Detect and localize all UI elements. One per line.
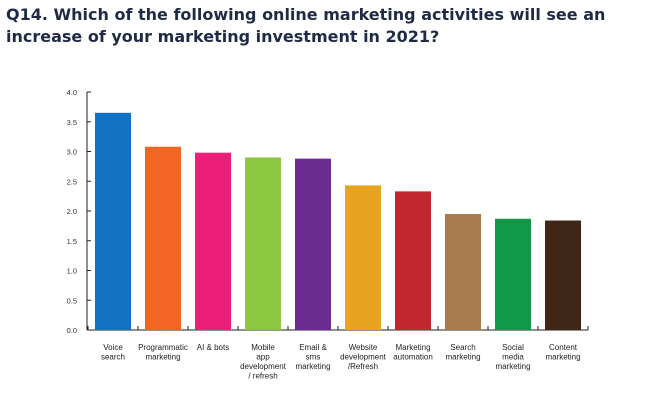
category-label: Programmatic marketing <box>138 343 188 362</box>
category-label-line: Website <box>349 343 378 352</box>
bar <box>445 213 481 330</box>
y-tick-label: 2.0 <box>67 207 77 216</box>
bar <box>545 220 581 330</box>
bar <box>295 158 331 330</box>
category-label: AI & bots <box>197 343 229 352</box>
category-label-line: marketing <box>295 362 330 371</box>
category-label-line: Mobile <box>251 343 275 352</box>
category-label-line: AI & bots <box>197 343 229 352</box>
bar <box>495 218 531 330</box>
y-tick-label: 1.0 <box>67 267 77 276</box>
category-label: Website development/Refresh <box>340 343 387 371</box>
y-tick-label: 3.5 <box>67 118 77 127</box>
category-label-line: / refresh <box>248 372 277 381</box>
category-label-line: development <box>240 362 287 371</box>
category-label: Voice search <box>101 343 125 362</box>
category-label-line: Search <box>450 343 475 352</box>
y-tick-label: 1.5 <box>67 237 77 246</box>
category-label: Search marketing <box>445 343 480 362</box>
category-label: Social media marketing <box>495 343 530 371</box>
category-label-line: automation <box>393 353 433 362</box>
category-label-line: Social <box>502 343 524 352</box>
category-label-line: marketing <box>145 353 180 362</box>
y-tick-label: 2.5 <box>67 177 77 186</box>
category-label: Email & sms marketing <box>295 343 330 371</box>
category-label-line: Marketing <box>395 343 430 352</box>
category-label-line: marketing <box>545 353 580 362</box>
bar <box>95 112 131 330</box>
bar <box>145 146 181 330</box>
category-label-line: Content <box>549 343 578 352</box>
y-tick-label: 4.0 <box>67 88 77 97</box>
category-label: Mobile app development / refresh <box>240 343 287 381</box>
category-label-line: app <box>256 353 270 362</box>
bar <box>345 185 381 330</box>
y-tick-label: 0.5 <box>67 296 77 305</box>
category-label-line: development <box>340 353 387 362</box>
category-label: Marketing automation <box>393 343 433 362</box>
category-label: Content marketing <box>545 343 580 362</box>
bar <box>245 157 281 330</box>
category-label-line: marketing <box>445 353 480 362</box>
category-label-line: Voice <box>103 343 123 352</box>
category-label-line: sms <box>306 353 321 362</box>
category-label-line: search <box>101 353 125 362</box>
chart-bars <box>95 112 581 330</box>
chart-title: Q14. Which of the following online marke… <box>6 5 606 46</box>
category-label-line: /Refresh <box>348 362 378 371</box>
category-label-line: media <box>502 353 524 362</box>
bar <box>195 152 231 330</box>
bar <box>395 191 431 330</box>
y-tick-label: 0.0 <box>67 326 77 335</box>
category-label-line: Programmatic <box>138 343 188 352</box>
category-label-line: Email & <box>299 343 327 352</box>
category-label-line: marketing <box>495 362 530 371</box>
y-tick-label: 3.0 <box>67 148 77 157</box>
